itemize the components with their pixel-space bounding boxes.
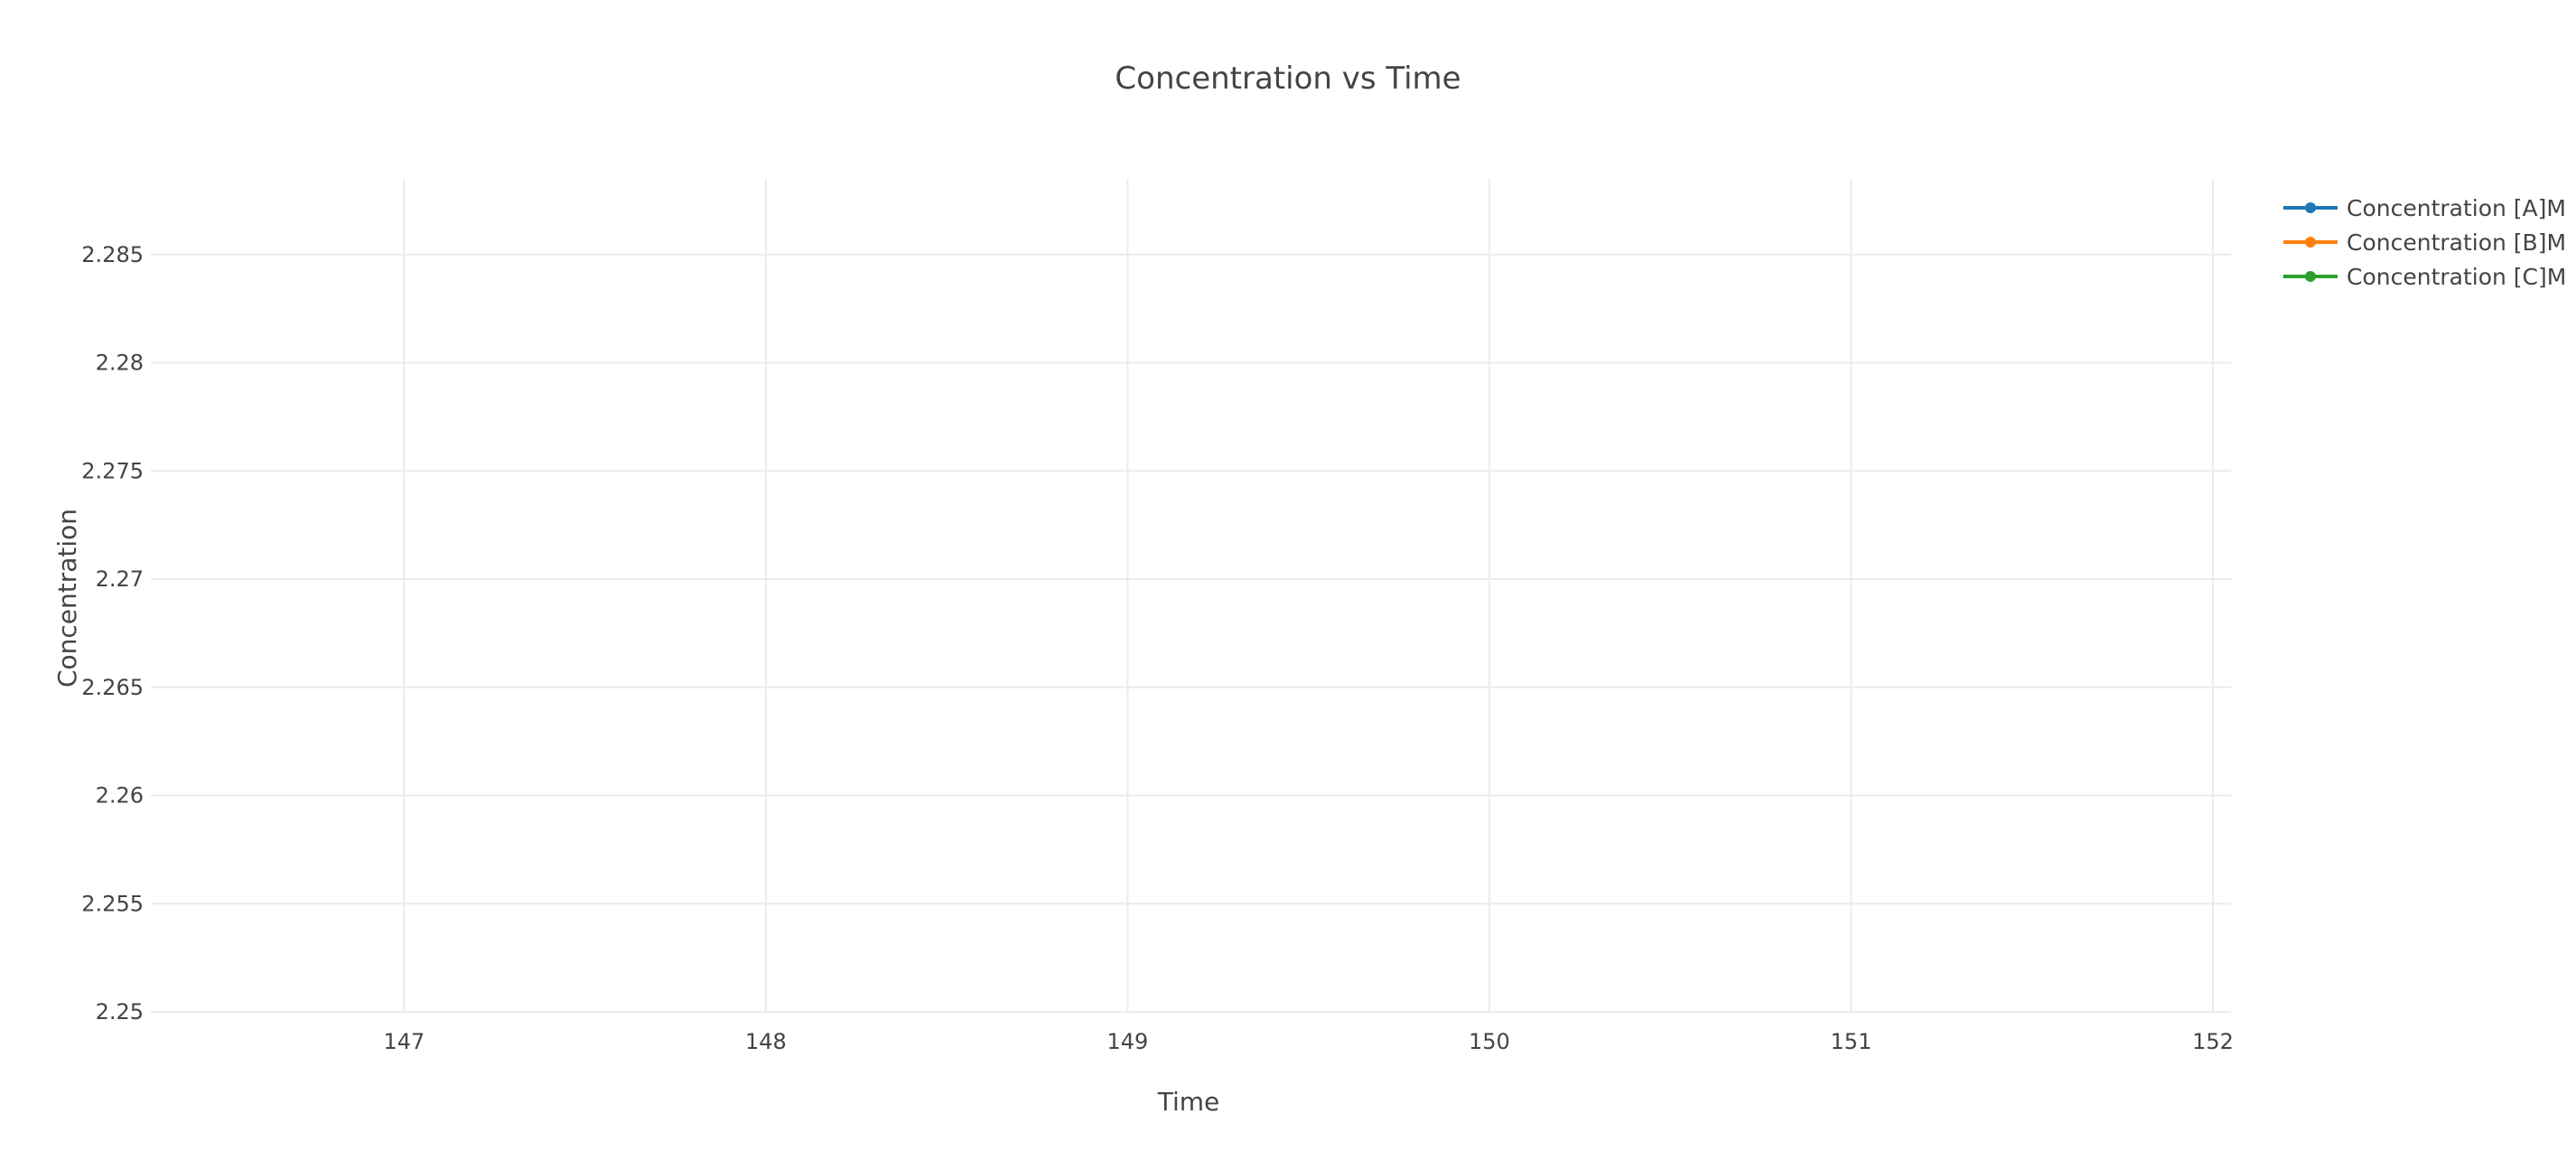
x-tick-labels: 147 148 149 150 151 152: [383, 1029, 2233, 1054]
x-axis-title: Time: [1157, 1087, 1220, 1117]
y-tick-labels: 2.25 2.255 2.26 2.265 2.27 2.275 2.28 2.285: [81, 242, 144, 1024]
y-tick-label: 2.27: [96, 566, 144, 592]
x-tick-label: 150: [1469, 1029, 1510, 1054]
y-tick-label: 2.255: [81, 891, 144, 916]
x-tick-label: 147: [383, 1029, 425, 1054]
y-axis-title: Concentration: [52, 509, 82, 688]
legend-label: Concentration [B]M: [2347, 229, 2566, 256]
legend-item[interactable]: Concentration [A]M: [2283, 195, 2566, 221]
chart-title: Concentration vs Time: [1115, 61, 1461, 97]
y-tick-label: 2.26: [96, 783, 144, 809]
x-tick-label: 152: [2192, 1029, 2234, 1054]
legend-marker: [2305, 202, 2316, 213]
legend-label: Concentration [A]M: [2347, 195, 2566, 221]
x-tick-label: 149: [1107, 1029, 1149, 1054]
y-gridlines: [151, 253, 2231, 1013]
y-tick-label: 2.265: [81, 675, 144, 700]
legend-item[interactable]: Concentration [C]M: [2283, 264, 2566, 290]
legend-marker: [2305, 271, 2316, 282]
legend-marker: [2305, 237, 2316, 248]
y-tick-label: 2.28: [96, 351, 144, 376]
y-tick-label: 2.285: [81, 242, 144, 267]
x-gridlines: [403, 179, 2214, 1012]
x-tick-label: 148: [745, 1029, 787, 1054]
legend-label: Concentration [C]M: [2347, 264, 2566, 290]
legend-item[interactable]: Concentration [B]M: [2283, 229, 2566, 256]
x-tick-label: 151: [1831, 1029, 1872, 1054]
y-tick-label: 2.275: [81, 458, 144, 483]
legend: Concentration [A]M Concentration [B]M Conc…: [2283, 195, 2566, 290]
y-tick-label: 2.25: [96, 999, 144, 1024]
